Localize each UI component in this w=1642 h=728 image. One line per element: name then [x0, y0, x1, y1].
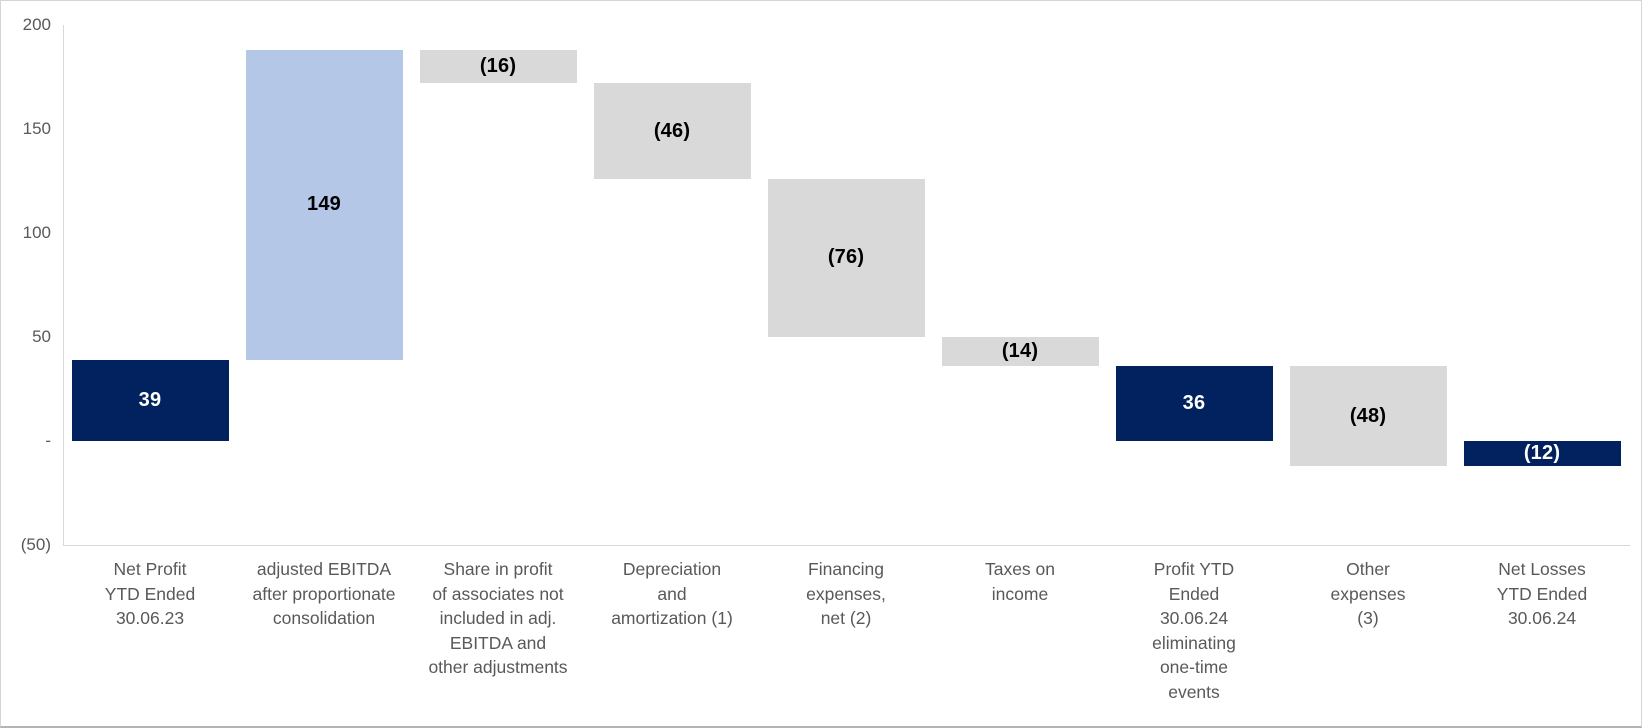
category-label: Other expenses (3): [1330, 559, 1406, 628]
waterfall-bar: (48): [1289, 366, 1447, 466]
waterfall-bar: (46): [593, 83, 751, 179]
bar-value-label: 36: [1182, 392, 1206, 415]
category-label: Net Losses YTD Ended 30.06.24: [1496, 559, 1588, 628]
y-tick-label: 100: [22, 223, 51, 242]
bar-value-label: (46): [653, 119, 691, 142]
bar-value-label: 39: [138, 388, 162, 411]
category-label: Depreciation and amortization (1): [611, 559, 733, 628]
waterfall-bar: 149: [245, 49, 403, 360]
category-label: Net Profit YTD Ended 30.06.23: [104, 559, 196, 628]
bar-value-label: (12): [1523, 441, 1561, 464]
bar-value-label: (48): [1349, 404, 1387, 427]
y-tick-label: 150: [22, 119, 51, 138]
y-tick-label: -: [45, 431, 51, 450]
category-label: Financing expenses, net (2): [806, 559, 886, 628]
y-tick-label: (50): [20, 535, 51, 554]
category-label: Profit YTD Ended 30.06.24 eliminating on…: [1152, 559, 1236, 702]
waterfall-bar: (16): [419, 49, 577, 84]
bar-value-label: (14): [1001, 340, 1039, 363]
category-label: Share in profit of associates not includ…: [428, 559, 568, 677]
waterfall-bar: 36: [1115, 366, 1273, 441]
bar-value-label: 149: [307, 193, 341, 216]
bar-value-label: (76): [827, 246, 865, 269]
bar-value-label: (16): [479, 55, 517, 78]
category-label: Taxes on income: [984, 559, 1056, 604]
waterfall-bar: 39: [71, 359, 229, 441]
waterfall-bar: (76): [767, 178, 925, 337]
category-label: adjusted EBITDA after proportionate cons…: [252, 559, 396, 628]
waterfall-bar: (14): [941, 337, 1099, 367]
y-tick-label: 50: [32, 327, 51, 346]
waterfall-bar: (12): [1463, 441, 1621, 466]
y-tick-label: 200: [22, 15, 51, 34]
